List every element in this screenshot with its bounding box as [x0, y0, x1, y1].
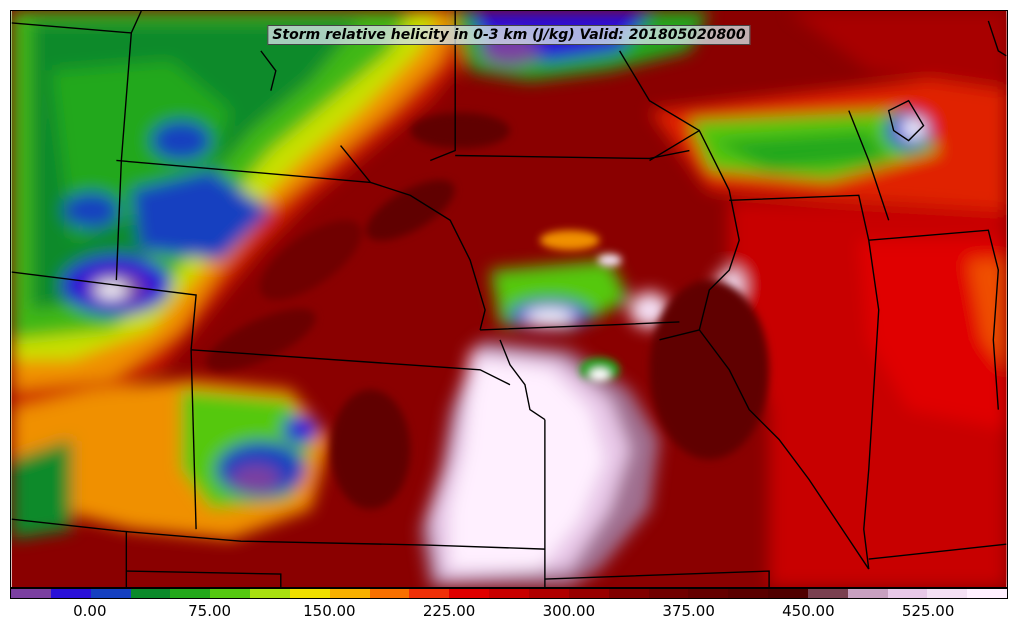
colorbar-tick-label: 225.00 [422, 602, 476, 620]
colorbar-segment [927, 589, 968, 598]
colorbar-segment [489, 589, 529, 598]
colorbar-tick-label: 0.00 [73, 602, 107, 620]
colorbar-segment [608, 589, 649, 598]
colorbar-tick-label: 450.00 [782, 602, 835, 620]
state-boundaries [11, 11, 1007, 587]
colorbar-segment [11, 589, 51, 598]
colorbar-tick-label: 300.00 [542, 602, 596, 620]
colorbar-segment [887, 589, 928, 598]
map-title: Storm relative helicity in 0-3 km (J/kg)… [267, 25, 751, 45]
colorbar-segment [369, 589, 410, 598]
colorbar-segment [449, 589, 490, 598]
colorbar-segment [130, 589, 171, 598]
colorbar-segment [648, 589, 689, 598]
helicity-detail [206, 112, 770, 510]
colorbar-tick-label: 75.00 [188, 602, 232, 620]
colorbar-segment [409, 589, 450, 598]
colorbar-tick-label: 375.00 [662, 602, 715, 620]
colorbar-segment [768, 589, 808, 598]
colorbar-tick-label: 150.00 [303, 602, 356, 620]
helicity-map [11, 11, 1007, 587]
colorbar-segment [528, 589, 569, 598]
helicity-field [11, 11, 1007, 587]
colorbar-segment [967, 589, 1008, 598]
colorbar-tick-label: 525.00 [901, 602, 955, 620]
colorbar-segment [329, 589, 370, 598]
colorbar-segment [90, 589, 131, 598]
map-panel: Storm relative helicity in 0-3 km (J/kg)… [10, 10, 1008, 588]
colorbar-segment [568, 589, 609, 598]
colorbar-segment [807, 589, 848, 598]
colorbar-segment [289, 589, 330, 598]
colorbar-segment [50, 589, 91, 598]
colorbar-segment [170, 589, 211, 598]
colorbar [10, 588, 1008, 599]
colorbar-segment [728, 589, 769, 598]
colorbar-segment [688, 589, 729, 598]
colorbar-segment [250, 589, 290, 598]
colorbar-segment [847, 589, 888, 598]
colorbar-ticks: 0.00 75.00 150.00 225.00 300.00 375.00 450.00 5… [10, 602, 1008, 624]
colorbar-segment [210, 589, 251, 598]
